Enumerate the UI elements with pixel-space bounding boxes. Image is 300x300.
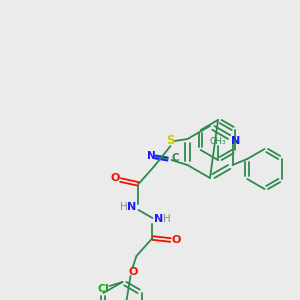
Text: O: O xyxy=(129,267,138,277)
Text: S: S xyxy=(166,134,175,148)
Text: N: N xyxy=(127,202,136,212)
Text: Cl: Cl xyxy=(98,284,110,294)
Text: N: N xyxy=(231,136,240,146)
Text: H: H xyxy=(120,202,128,212)
Text: O: O xyxy=(172,235,181,245)
Text: H: H xyxy=(163,214,170,224)
Text: N: N xyxy=(147,151,156,161)
Text: C: C xyxy=(172,153,179,163)
Text: O: O xyxy=(111,173,120,183)
Text: CH₃: CH₃ xyxy=(210,136,226,146)
Text: N: N xyxy=(154,214,163,224)
